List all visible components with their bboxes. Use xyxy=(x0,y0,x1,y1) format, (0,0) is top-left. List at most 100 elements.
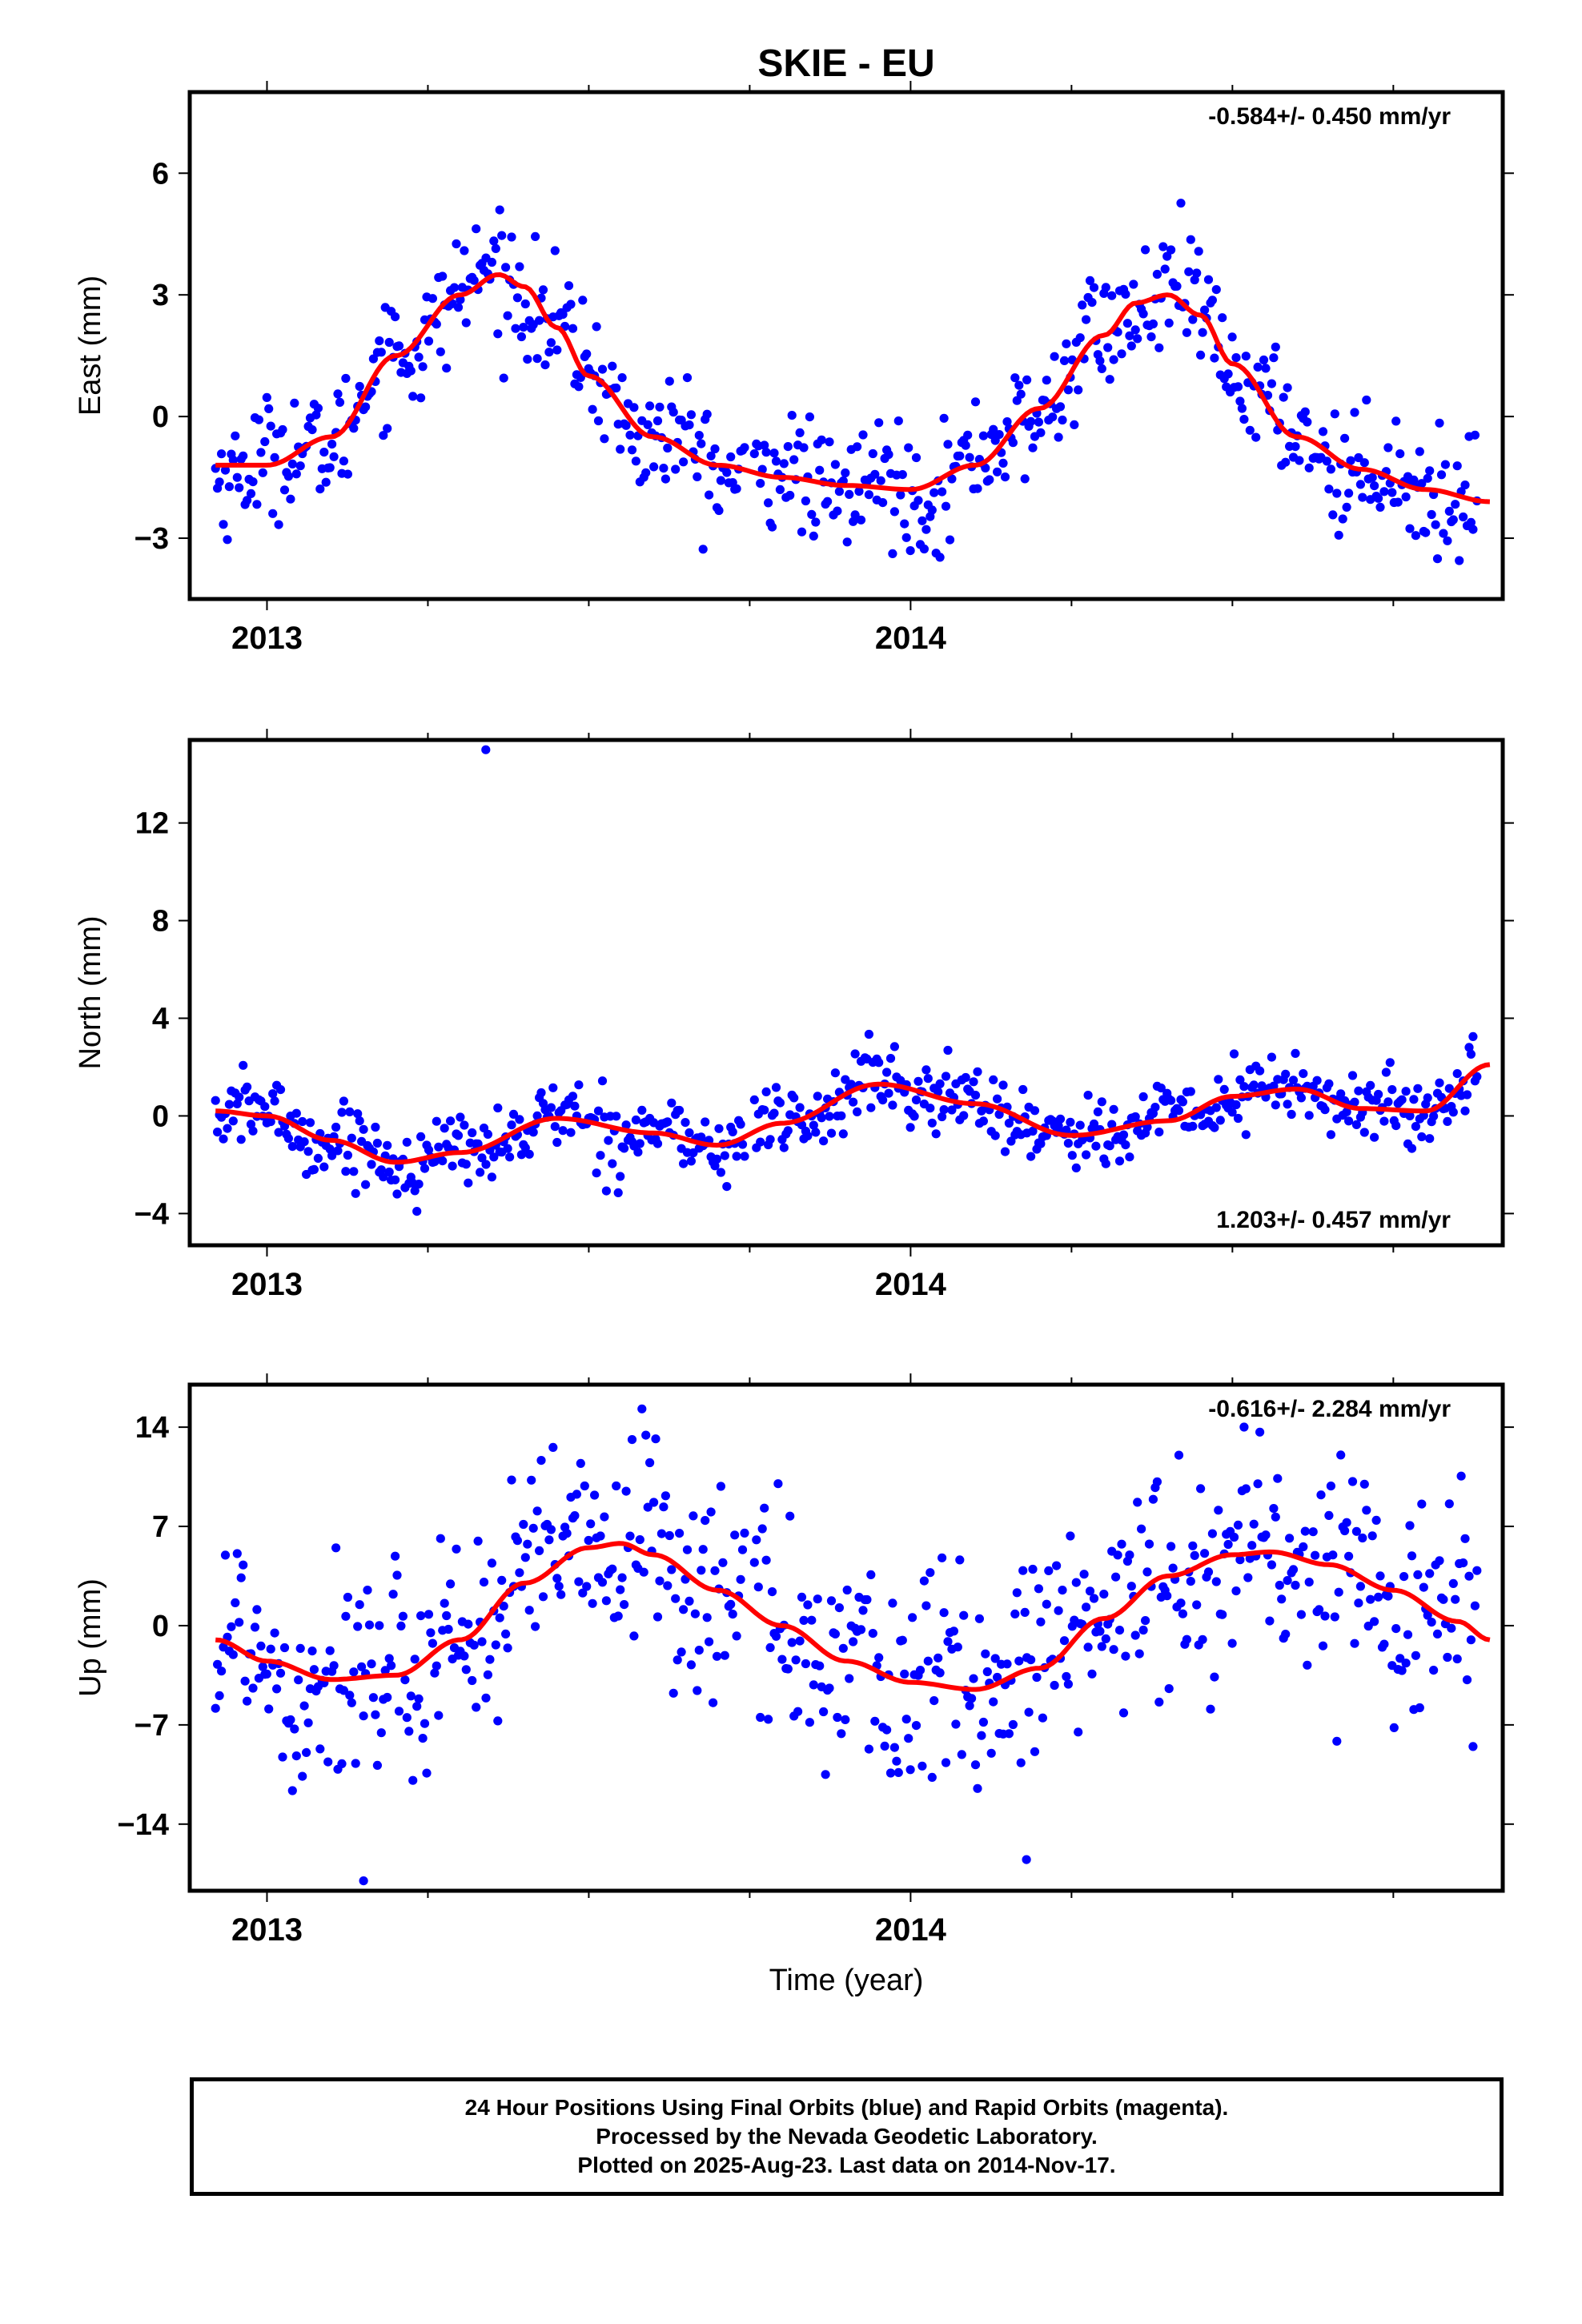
data-point xyxy=(807,509,817,520)
data-point xyxy=(1141,1616,1150,1626)
x-tick-label: 2013 xyxy=(231,1267,303,1302)
data-point xyxy=(449,283,460,292)
data-point xyxy=(434,1711,444,1720)
data-point xyxy=(1283,1576,1292,1586)
data-point xyxy=(546,338,556,348)
data-point xyxy=(712,1651,722,1661)
outlier-point xyxy=(481,745,491,754)
data-point xyxy=(939,1608,949,1618)
data-point xyxy=(228,455,238,465)
data-point xyxy=(493,1716,503,1726)
data-point xyxy=(1466,1049,1476,1059)
data-point xyxy=(468,1128,477,1138)
data-point xyxy=(1468,1742,1478,1751)
data-point xyxy=(391,1175,400,1184)
data-point xyxy=(392,1570,402,1580)
data-point xyxy=(926,1568,935,1578)
y-tick-label: 4 xyxy=(152,1003,169,1036)
data-point xyxy=(552,1574,562,1583)
data-point xyxy=(764,498,773,508)
data-point xyxy=(1079,1570,1089,1579)
data-point xyxy=(1138,309,1148,319)
data-point xyxy=(1237,404,1247,413)
data-point xyxy=(497,231,507,240)
data-point xyxy=(989,1697,998,1707)
data-point xyxy=(258,468,267,477)
data-point xyxy=(681,1118,690,1128)
data-point xyxy=(752,1535,761,1545)
data-point xyxy=(935,553,945,562)
data-point xyxy=(532,1506,542,1516)
data-point xyxy=(1435,1078,1444,1088)
data-point xyxy=(1188,1541,1198,1550)
data-point xyxy=(889,1042,899,1051)
data-point xyxy=(1417,1132,1427,1142)
data-point xyxy=(889,1743,899,1752)
data-point xyxy=(837,1111,846,1120)
y-tick-label: 14 xyxy=(135,1411,169,1445)
data-point xyxy=(970,397,981,407)
data-point xyxy=(1336,1450,1346,1460)
data-point xyxy=(821,1770,830,1779)
data-point xyxy=(544,348,554,357)
data-point xyxy=(767,1587,777,1597)
data-point xyxy=(268,509,278,518)
data-point xyxy=(473,1536,483,1546)
data-point xyxy=(1359,1128,1369,1137)
panels-group: −3 0 3 6 2013 2014 East (mm) -0.584+/- 0.450 mm… xyxy=(74,81,1514,1948)
data-point xyxy=(732,1152,741,1161)
data-point xyxy=(749,1095,759,1104)
data-point xyxy=(705,1637,714,1647)
data-point xyxy=(1114,1626,1125,1635)
data-point xyxy=(1409,1095,1419,1104)
data-point xyxy=(905,1765,915,1775)
data-point xyxy=(637,1404,647,1413)
data-point xyxy=(436,1534,445,1543)
data-point xyxy=(1162,251,1172,261)
data-point xyxy=(608,1564,617,1574)
data-point xyxy=(1391,416,1401,426)
data-point xyxy=(299,1137,309,1147)
data-point xyxy=(1342,1518,1351,1527)
data-point xyxy=(507,1120,516,1130)
data-point xyxy=(656,1529,667,1538)
y-tick-label: −3 xyxy=(135,522,169,556)
data-point xyxy=(813,1092,822,1101)
data-point xyxy=(597,1076,608,1086)
data-point xyxy=(456,1112,465,1122)
data-point xyxy=(880,1741,889,1751)
data-point xyxy=(616,1172,625,1181)
data-point xyxy=(629,1631,639,1641)
data-point xyxy=(1281,1630,1291,1639)
data-point xyxy=(757,1524,767,1534)
data-point xyxy=(1203,275,1214,284)
data-point xyxy=(1271,342,1280,352)
data-point xyxy=(394,1707,404,1716)
data-point xyxy=(420,1719,430,1728)
data-point xyxy=(1409,475,1419,485)
data-point xyxy=(351,1188,360,1198)
data-point xyxy=(248,1683,258,1693)
data-point xyxy=(1459,1558,1468,1568)
data-point xyxy=(307,425,317,435)
data-point xyxy=(1243,1573,1253,1582)
data-point xyxy=(1000,472,1010,482)
data-point xyxy=(1411,1122,1420,1132)
data-point xyxy=(1014,1656,1024,1666)
data-point xyxy=(1448,515,1458,525)
data-point xyxy=(469,1640,479,1650)
data-point xyxy=(580,1481,589,1491)
data-point xyxy=(720,1151,729,1160)
data-point xyxy=(927,1772,937,1782)
data-point xyxy=(220,1550,231,1560)
data-point xyxy=(1427,1618,1436,1627)
data-point xyxy=(416,1611,426,1621)
data-point xyxy=(693,472,702,482)
data-point xyxy=(574,1080,584,1090)
data-point xyxy=(1233,1520,1243,1530)
data-point xyxy=(367,1160,376,1169)
data-point xyxy=(1082,315,1091,324)
data-point xyxy=(432,1116,441,1126)
data-point xyxy=(635,1535,644,1545)
